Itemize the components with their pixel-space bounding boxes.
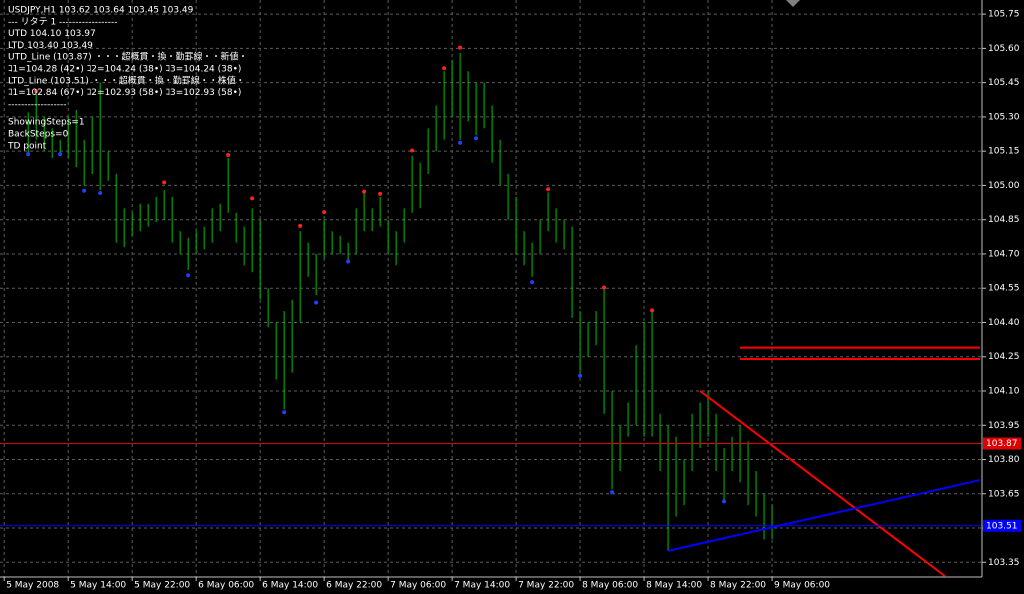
y-tick-label: 104.25: [988, 352, 1020, 362]
info-text: UTD 104.10 103.97: [8, 29, 96, 39]
shift-marker: [786, 0, 800, 7]
plot: [0, 45, 982, 577]
info-text: ------------------: [8, 100, 66, 110]
td-low-point: [722, 499, 727, 504]
info-text: USDJPY,H1 103.62 103.64 103.45 103.49: [8, 6, 194, 16]
td-low-point: [82, 188, 87, 193]
info-text: ShowingSteps=1: [8, 118, 85, 128]
y-tick-label: 103.65: [988, 489, 1020, 499]
x-tick-label: 5 May 14:00: [70, 581, 126, 591]
td-high-point: [322, 210, 327, 215]
y-tick-label: 105.30: [988, 112, 1020, 122]
x-tick-label: 5 May 2008: [6, 581, 59, 591]
td-low-point: [346, 259, 351, 264]
x-tick-label: 5 May 22:00: [134, 581, 190, 591]
y-tick-label: 105.15: [988, 147, 1020, 157]
price-tag-label: 103.87: [986, 439, 1018, 449]
y-tick-label: 103.35: [988, 558, 1020, 568]
info-text: ｺ1=102.84 (67•) ｺ2=102.93 (58•) ｺ3=102.9…: [8, 88, 241, 98]
td-low-point: [186, 273, 191, 278]
td-low-point: [530, 280, 535, 285]
x-tick-label: 8 May 06:00: [582, 581, 638, 591]
td-high-point: [298, 223, 303, 228]
info-text: LTD 103.40 103.49: [8, 41, 93, 51]
td-high-point: [162, 180, 167, 185]
grid: [0, 0, 982, 577]
price-tag: [983, 519, 1021, 532]
td-high-point: [362, 189, 367, 194]
info-text: ｺ1=104.28 (42•) ｺ2=104.24 (38•) ｺ3=104.2…: [8, 65, 241, 75]
y-tick-label: 105.75: [988, 10, 1020, 20]
x-tick-label: 7 May 06:00: [390, 581, 446, 591]
price-tag: [983, 437, 1021, 450]
td-high-point: [650, 308, 655, 313]
info-text: LTD_Line (103.51) ・・・超概貫・換・勤罫線・・株値・: [8, 74, 245, 86]
td-low-point: [578, 373, 583, 378]
x-tick-label: 6 May 14:00: [262, 581, 318, 591]
td-high-point: [410, 148, 415, 153]
drawn-line: [699, 390, 946, 577]
info-text: BackSteps=0: [8, 130, 69, 140]
info-text: --- リタテ 1 ------------------: [8, 16, 118, 27]
drawn-line: [667, 479, 981, 552]
y-tick-label: 104.55: [988, 284, 1020, 294]
info-text: UTD_Line (103.87) ・・・超概貫・換・勤罫線・・新値・: [8, 51, 248, 63]
x-tick-label: 9 May 06:00: [774, 581, 830, 591]
td-high-point: [34, 89, 39, 94]
td-low-point: [58, 152, 63, 157]
price-tag-label: 103.51: [986, 521, 1018, 531]
y-tick-label: 105.45: [988, 78, 1020, 88]
y-tick-label: 103.95: [988, 421, 1020, 431]
y-tick-label: 104.70: [988, 249, 1020, 259]
td-low-point: [282, 410, 287, 415]
td-high-point: [602, 285, 607, 290]
td-high-point: [250, 196, 255, 201]
y-tick-label: 104.85: [988, 215, 1020, 225]
y-tick-label: 105.60: [988, 44, 1020, 54]
td-high-point: [226, 153, 231, 158]
x-tick-label: 8 May 22:00: [710, 581, 766, 591]
y-tick-label: 103.80: [988, 455, 1020, 465]
x-tick-label: 7 May 14:00: [454, 581, 510, 591]
x-tick-label: 6 May 06:00: [198, 581, 254, 591]
td-low-point: [458, 140, 463, 145]
x-tick-label: 6 May 22:00: [326, 581, 382, 591]
td-low-point: [26, 152, 31, 157]
td-high-point: [458, 45, 463, 50]
info-text: TD point: [7, 141, 47, 151]
y-tick-label: 105.00: [988, 181, 1020, 191]
y-tick-label: 104.40: [988, 318, 1020, 328]
td-high-point: [546, 187, 551, 192]
td-low-point: [610, 490, 615, 495]
td-low-point: [314, 300, 319, 305]
td-low-point: [474, 136, 479, 141]
info-panel: USDJPY,H1 103.62 103.64 103.45 103.49---…: [7, 6, 248, 152]
td-high-point: [442, 66, 447, 71]
td-high-point: [378, 191, 383, 196]
x-tick-label: 7 May 22:00: [518, 581, 574, 591]
x-tick-label: 8 May 14:00: [646, 581, 702, 591]
y-tick-label: 104.10: [988, 386, 1020, 396]
td-low-point: [98, 191, 103, 196]
